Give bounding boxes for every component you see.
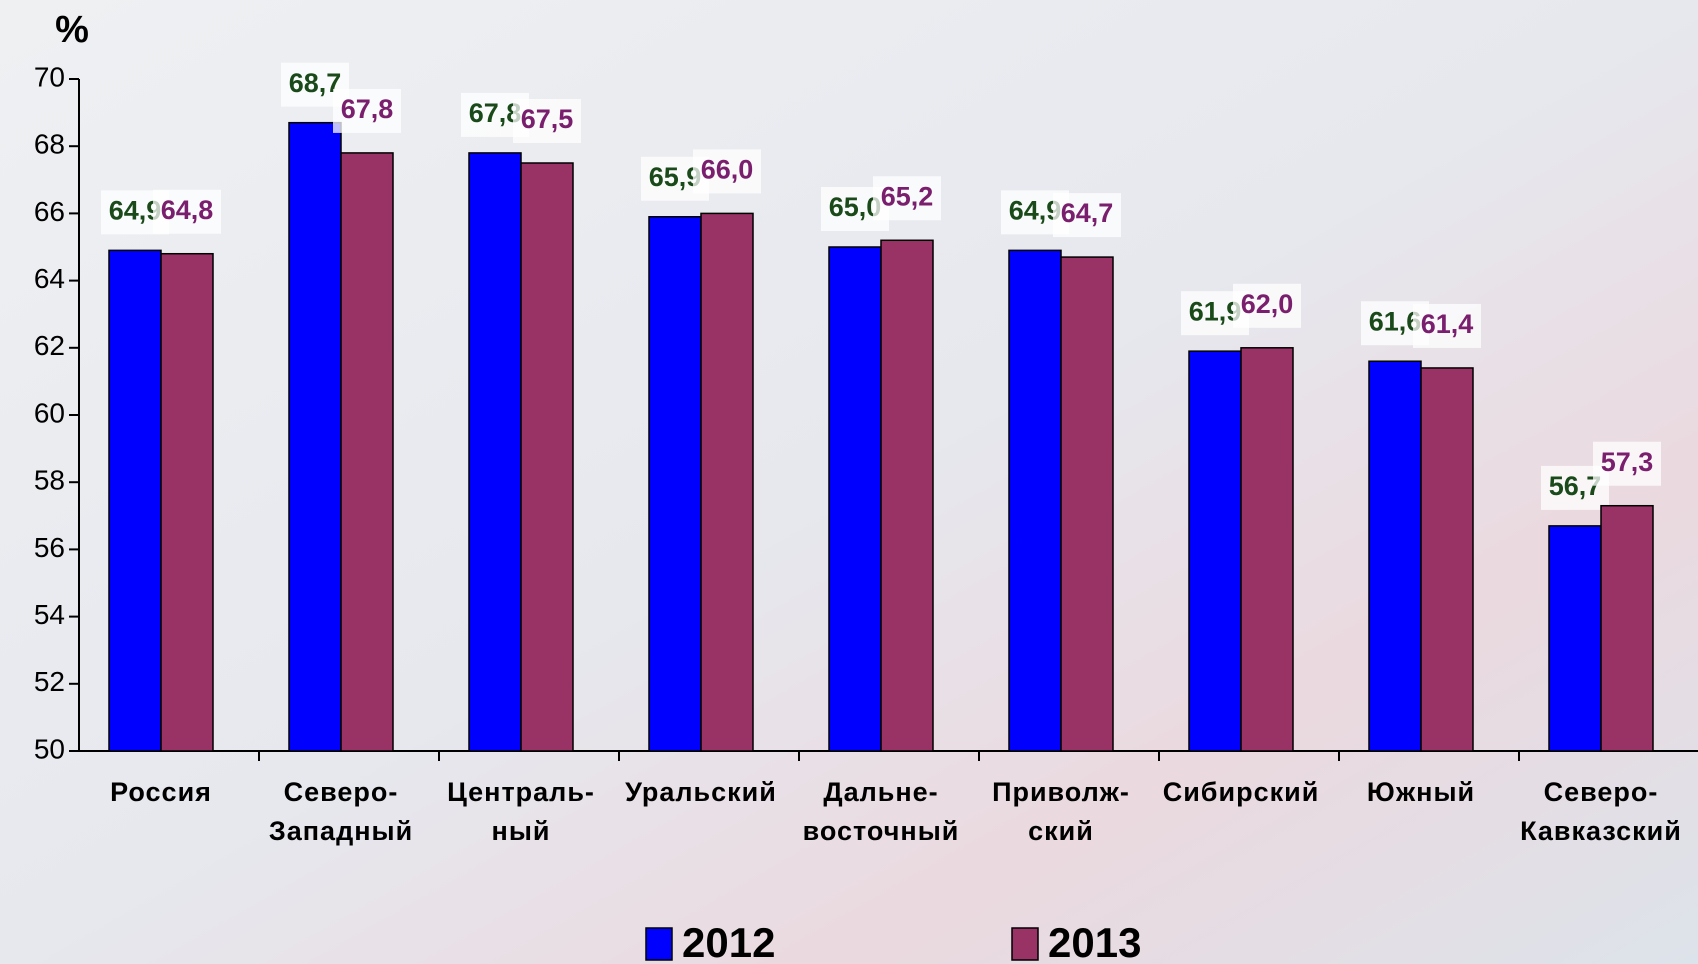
value-label-bg (1593, 441, 1661, 486)
value-label: 66,0 (701, 155, 754, 185)
value-label: 67,8 (469, 98, 522, 128)
x-tick-label: Дальне-восточный (803, 777, 960, 846)
y-tick-label: 64 (34, 263, 65, 294)
x-tick-label: Централь-ный (447, 777, 595, 846)
y-tick-label: 68 (34, 129, 65, 160)
y-tick-label: 66 (34, 196, 65, 227)
legend-label: 2012 (682, 919, 775, 964)
value-label: 65,9 (649, 162, 702, 192)
bar (828, 246, 882, 752)
value-label: 62,0 (1241, 289, 1294, 319)
x-tick-label: Южный (1367, 777, 1475, 807)
bar (340, 152, 394, 752)
legend-swatch (645, 927, 673, 961)
x-tick-label: Приволж-ский (992, 777, 1130, 846)
bar (1548, 525, 1602, 752)
x-tick-label: Уральский (625, 777, 777, 807)
bar (648, 216, 702, 752)
value-label: 68,7 (289, 68, 342, 98)
y-tick-label: 58 (34, 465, 65, 496)
y-tick-label: 54 (34, 599, 65, 630)
value-label-bg (1413, 303, 1481, 348)
value-label: 61,6 (1369, 306, 1422, 336)
value-label-bg (693, 149, 761, 194)
x-tick-label: Сибирский (1163, 777, 1320, 807)
bar (160, 252, 214, 752)
y-tick-label: 50 (34, 733, 65, 764)
value-label: 67,8 (341, 94, 394, 124)
y-tick-label: 70 (34, 61, 65, 92)
bar (1240, 347, 1294, 752)
value-label: 64,7 (1061, 198, 1114, 228)
value-label: 64,8 (161, 195, 214, 225)
bar (1420, 367, 1474, 752)
value-label-bg (153, 189, 221, 234)
value-label-bg (1233, 283, 1301, 328)
x-tick-label: Северо-Западный (269, 777, 413, 846)
legend-swatch (1011, 927, 1039, 961)
value-label-bg (873, 176, 941, 221)
value-label-bg (333, 88, 401, 133)
bar (520, 162, 574, 752)
y-tick-label: 52 (34, 666, 65, 697)
bar (1008, 249, 1062, 752)
value-label: 65,2 (881, 181, 934, 211)
bar (1060, 256, 1114, 752)
x-tick-label: Россия (110, 777, 212, 807)
x-tick-label: Северо-Кавказский (1520, 777, 1682, 846)
bar (880, 239, 934, 752)
value-label: 61,4 (1421, 309, 1474, 339)
bar (468, 152, 522, 752)
value-label: 64,9 (1009, 195, 1062, 225)
value-label: 57,3 (1601, 447, 1654, 477)
value-label: 64,9 (109, 195, 162, 225)
value-label: 56,7 (1549, 471, 1602, 501)
bar (108, 249, 162, 752)
y-axis-label: % (55, 9, 89, 51)
value-label: 65,0 (829, 192, 882, 222)
legend-label: 2013 (1048, 919, 1141, 964)
value-label-bg (513, 99, 581, 143)
value-label: 61,9 (1189, 296, 1242, 326)
bar (1368, 360, 1422, 752)
bar (1188, 350, 1242, 752)
value-label-bg (1053, 193, 1121, 238)
y-tick-label: 62 (34, 330, 65, 361)
y-tick-label: 60 (34, 397, 65, 428)
bar (1600, 504, 1654, 752)
value-label: 67,5 (521, 104, 574, 134)
y-tick-label: 56 (34, 532, 65, 563)
bar (288, 121, 342, 752)
bar (700, 212, 754, 752)
